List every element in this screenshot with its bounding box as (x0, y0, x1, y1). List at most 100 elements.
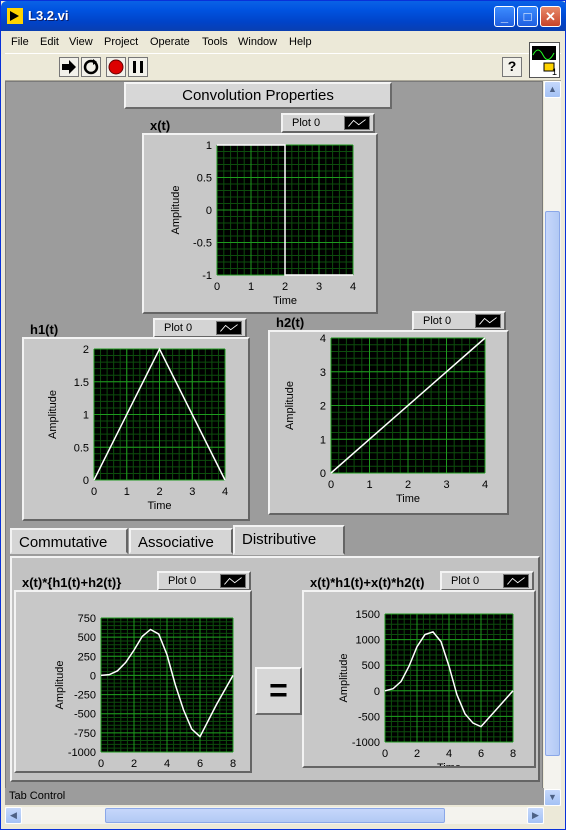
vertical-scrollbar[interactable]: ▲ ▼ (544, 81, 561, 806)
legend-text: Plot 0 (423, 315, 452, 327)
x-tick-label: 2 (156, 486, 162, 498)
menu-project[interactable]: Project (104, 36, 139, 48)
plot-legend-h1[interactable]: Plot 0 (153, 318, 247, 338)
data-series-line (93, 347, 226, 481)
tab-commutative[interactable]: Commutative (10, 528, 128, 554)
x-tick-label: 4 (222, 486, 228, 498)
plot-legend-h2[interactable]: Plot 0 (412, 311, 506, 331)
x-tick-label: 0 (91, 486, 97, 498)
horizontal-scrollbar[interactable]: ◀ ▶ (5, 807, 544, 824)
waveform-graph-xt[interactable]: 0 1 2 3 4 1 0.5 0 -0.5 -1 Time Amplitude (142, 133, 378, 314)
tab-associative[interactable]: Associative (129, 528, 233, 554)
stop-icon (108, 59, 124, 75)
graph-plot-h2: 0 1 2 3 4 4 3 2 1 0 Time Amplitude (284, 333, 488, 505)
menu-operate[interactable]: Operate (150, 36, 190, 48)
x-axis-label: Time (147, 500, 171, 512)
x-tick-label: 1 (366, 479, 372, 491)
horizontal-scroll-thumb[interactable] (105, 808, 445, 823)
y-tick-label: 4 (320, 333, 326, 345)
waveform-graph-right[interactable]: 0 2 4 6 8 1500 1000 500 0 -500 -1000 Time Amplitude (302, 590, 536, 774)
tab-distributive[interactable]: Distributive (233, 525, 345, 555)
graph-plot-right: 0 2 4 6 8 1500 1000 500 0 -500 -1000 Time Amplitude (338, 609, 516, 774)
status-bar: Tab Control (5, 788, 544, 805)
x-tick-label: 4 (446, 748, 452, 760)
window-title: L3.2.vi (28, 8, 69, 23)
graph-plot-left: 024687505002500-250-500-750-1000TimeAmpl… (54, 613, 236, 784)
y-axis-label: Amplitude (170, 186, 182, 235)
legend-text: Plot 0 (451, 575, 480, 587)
y-tick-label: -1000 (352, 737, 380, 749)
y-tick-label: 1 (320, 434, 326, 446)
menu-bar: File Edit View Project Operate Tools Win… (5, 32, 561, 52)
graph-label-left: x(t)*{h1(t)+h2(t)} (22, 575, 122, 590)
x-tick-label: 0 (214, 281, 220, 293)
y-tick-label: -0.5 (193, 238, 212, 250)
run-continuously-icon (83, 59, 99, 75)
menu-view[interactable]: View (69, 36, 93, 48)
y-tick-label: -1 (202, 270, 212, 282)
y-tick-label: 2 (83, 344, 89, 356)
menu-window[interactable]: Window (238, 36, 278, 48)
abort-button[interactable] (106, 57, 126, 77)
x-tick-label: 2 (282, 281, 288, 293)
x-tick-label: 3 (316, 281, 322, 293)
x-tick-label: 4 (350, 281, 356, 293)
close-button[interactable]: ✕ (540, 6, 561, 27)
menu-tools[interactable]: Tools (202, 36, 228, 48)
panel-title-button[interactable]: Convolution Properties (124, 82, 392, 109)
scroll-down-icon[interactable]: ▼ (544, 789, 561, 806)
equals-sign-button[interactable]: = (255, 667, 302, 715)
graph-label-h1: h1(t) (30, 322, 59, 337)
scroll-right-icon[interactable]: ▶ (527, 807, 544, 824)
x-tick-label: 4 (164, 758, 170, 770)
data-series-line (100, 628, 234, 738)
run-button[interactable] (59, 57, 79, 77)
plot-legend-right[interactable]: Plot 0 (440, 571, 534, 591)
plot-line-swatch-icon (475, 314, 501, 328)
graph-label-h2: h2(t) (276, 315, 305, 330)
x-axis-label: Time (273, 295, 297, 307)
y-tick-label: 1500 (356, 609, 380, 621)
minimize-button[interactable]: _ (494, 6, 515, 27)
y-tick-label: 1 (206, 140, 212, 152)
graph-label-right: x(t)*h1(t)+x(t)*h2(t) (310, 575, 425, 590)
waveform-graph-left[interactable]: 024687505002500-250-500-750-1000TimeAmpl… (14, 590, 252, 784)
pause-button[interactable] (128, 57, 148, 77)
menu-help[interactable]: Help (289, 36, 312, 48)
y-tick-label: -750 (74, 728, 96, 740)
x-tick-label: 0 (98, 758, 104, 770)
waveform-graph-h1[interactable]: 0 1 2 3 4 2 1.5 1 0.5 0 Time Amplitude (22, 337, 250, 521)
y-tick-label: 0 (90, 670, 96, 682)
y-axis-label: Amplitude (54, 661, 66, 710)
pause-icon (133, 61, 143, 73)
labview-vi-icon (7, 8, 23, 24)
plot-line-swatch-icon (344, 116, 370, 130)
plot-legend-xt[interactable]: Plot 0 (281, 113, 375, 133)
y-tick-label: 0 (206, 205, 212, 217)
x-tick-label: 3 (189, 486, 195, 498)
waveform-graph-h2[interactable]: 0 1 2 3 4 4 3 2 1 0 Time Amplitude (268, 330, 509, 515)
plot-line-swatch-icon (216, 321, 242, 335)
plot-legend-left[interactable]: Plot 0 (157, 571, 251, 591)
y-tick-label: 2 (320, 401, 326, 413)
vertical-scroll-thumb[interactable] (545, 211, 560, 756)
vi-icon[interactable]: 1 (529, 42, 560, 78)
x-tick-label: 0 (328, 479, 334, 491)
toolbar: ? 1 (5, 42, 561, 81)
context-help-button[interactable]: ? (502, 57, 522, 77)
maximize-button[interactable]: □ (517, 6, 538, 27)
x-tick-label: 3 (443, 479, 449, 491)
run-continuously-button[interactable] (81, 57, 101, 77)
menu-edit[interactable]: Edit (40, 36, 59, 48)
graph-plot-xt: 0 1 2 3 4 1 0.5 0 -0.5 -1 Time Amplitude (170, 140, 356, 307)
scroll-up-icon[interactable]: ▲ (544, 81, 561, 98)
data-series-line (217, 144, 353, 276)
y-tick-label: 500 (362, 660, 380, 672)
data-series-line (330, 337, 486, 474)
title-bar[interactable]: L3.2.vi _ □ ✕ (1, 1, 566, 31)
scroll-left-icon[interactable]: ◀ (5, 807, 22, 824)
x-tick-label: 1 (248, 281, 254, 293)
front-panel: Convolution Properties x(t) Plot 0 0 1 2 3 4… (5, 81, 543, 789)
menu-file[interactable]: File (11, 36, 29, 48)
